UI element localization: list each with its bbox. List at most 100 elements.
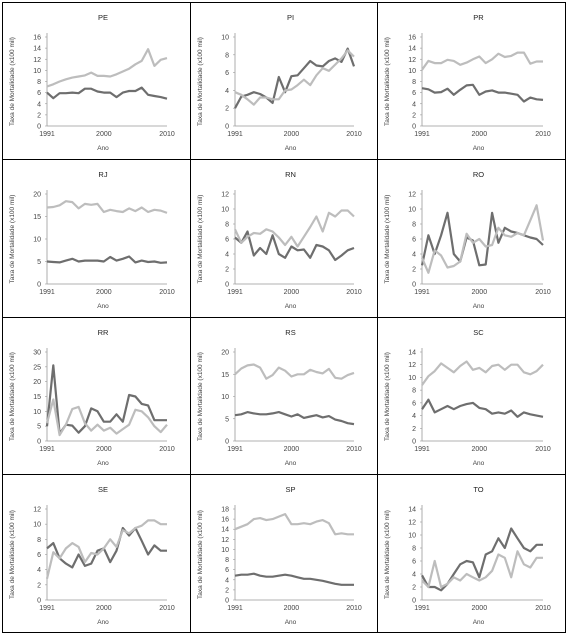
y-tick-label: 6: [412, 559, 416, 566]
y-tick-label: 4: [225, 88, 229, 95]
y-tick-label: 6: [225, 567, 229, 574]
chart-panel-pe: PE Taxa de Mortalidade (x100 mil) Ano 0 2 4 6 8…: [2, 2, 190, 159]
y-tick-label: 4: [225, 252, 229, 259]
y-tick-label: 0: [37, 598, 41, 605]
chart-svg: SP Taxa de Mortalidade (x100 mil) Ano 0 2 4 6 8…: [197, 485, 362, 626]
chart-svg: PR Taxa de Mortalidade (x100 mil) Ano 0 2 4 6 8…: [384, 13, 551, 152]
y-tick-label: 6: [412, 400, 416, 407]
y-axis-label: Taxa de Mortalidade (x100 mil): [9, 510, 16, 599]
y-tick-label: 8: [225, 52, 229, 59]
x-axis-label: Ano: [285, 460, 297, 467]
series-line-1: [234, 572, 354, 586]
x-tick-label: 2000: [96, 446, 112, 453]
y-tick-label: 12: [221, 192, 229, 199]
chart-title: RR: [98, 328, 109, 337]
y-tick-label: 6: [225, 237, 229, 244]
y-tick-label: 16: [33, 35, 41, 42]
chart-svg: RJ Taxa de Mortalidade (x100 mil) Ano 0 5 10 1…: [9, 170, 175, 310]
x-tick-label: 1991: [39, 289, 55, 296]
x-tick-label: 2000: [284, 289, 300, 296]
y-tick-label: 8: [37, 79, 41, 86]
y-tick-label: 6: [225, 70, 229, 77]
chart-svg: PE Taxa de Mortalidade (x100 mil) Ano 0 2 4 6 8…: [9, 13, 175, 152]
x-axis-label: Ano: [473, 145, 485, 152]
x-axis-label: Ano: [97, 303, 109, 310]
y-tick-label: 10: [33, 409, 41, 416]
y-tick-label: 5: [225, 416, 229, 423]
y-axis-label: Taxa de Mortalidade (x100 mil): [384, 352, 391, 441]
y-axis-label: Taxa de Mortalidade (x100 mil): [9, 352, 16, 441]
y-tick-label: 2: [225, 106, 229, 113]
series-line-1: [234, 47, 356, 109]
x-tick-label: 2010: [346, 446, 362, 453]
y-tick-label: 10: [221, 207, 229, 214]
y-tick-label: 8: [412, 546, 416, 553]
y-axis-label: Taxa de Mortalidade (x100 mil): [384, 510, 391, 599]
series-line-2: [421, 51, 543, 71]
y-tick-label: 4: [225, 577, 229, 584]
y-tick-label: 12: [33, 507, 41, 514]
chart-panel-pr: PR Taxa de Mortalidade (x100 mil) Ano 0 2 4 6 8…: [377, 2, 566, 159]
chart-title: SP: [285, 485, 295, 494]
y-tick-label: 4: [412, 101, 416, 108]
chart-title: TO: [473, 485, 483, 494]
y-tick-label: 14: [408, 46, 416, 53]
y-tick-label: 12: [221, 537, 229, 544]
x-tick-label: 1991: [414, 605, 430, 612]
y-tick-label: 6: [37, 90, 41, 97]
series-line-2: [234, 363, 355, 380]
series-line-1: [421, 527, 543, 592]
x-tick-label: 2000: [472, 605, 488, 612]
x-tick-label: 1991: [227, 446, 243, 453]
x-tick-label: 2010: [346, 131, 362, 138]
x-tick-label: 2010: [159, 131, 175, 138]
chart-svg: TO Taxa de Mortalidade (x100 mil) Ano 0 2 4 6 8…: [384, 485, 551, 626]
y-tick-label: 14: [221, 527, 229, 534]
chart-panel-sc: SC Taxa de Mortalidade (x100 mil) Ano 0 2 4 6 8…: [377, 317, 566, 474]
chart-panel-ro: RO Taxa de Mortalidade (x100 mil) Ano 0 2 4 6 8…: [377, 159, 566, 317]
y-tick-label: 10: [33, 68, 41, 75]
series-line-2: [234, 512, 354, 536]
chart-svg: SC Taxa de Mortalidade (x100 mil) Ano 0 2 4 6 8…: [384, 328, 551, 467]
y-tick-label: 0: [225, 598, 229, 605]
y-tick-label: 2: [225, 267, 229, 274]
y-tick-label: 16: [408, 35, 416, 42]
y-tick-label: 4: [412, 572, 416, 579]
y-tick-label: 0: [37, 282, 41, 289]
y-tick-label: 0: [412, 439, 416, 446]
y-tick-label: 0: [225, 124, 229, 131]
y-tick-label: 8: [225, 222, 229, 229]
x-axis-label: Ano: [285, 619, 297, 626]
y-tick-label: 12: [408, 57, 416, 64]
chart-panel-se: SE Taxa de Mortalidade (x100 mil) Ano 0 2 4 6 8…: [2, 474, 190, 633]
chart-panel-rn: RN Taxa de Mortalidade (x100 mil) Ano 0 2 4 6 8…: [190, 159, 377, 317]
series-line-2: [421, 360, 544, 386]
y-axis-label: Taxa de Mortalidade (x100 mil): [9, 37, 16, 126]
y-tick-label: 0: [225, 282, 229, 289]
chart-title: SE: [98, 485, 108, 494]
chart-panel-pi: PI Taxa de Mortalidade (x100 mil) Ano 0 2 4 6 8…: [190, 2, 377, 159]
y-tick-label: 8: [37, 537, 41, 544]
y-tick-label: 14: [408, 507, 416, 514]
chart-title: RJ: [98, 170, 107, 179]
chart-title: RS: [285, 328, 295, 337]
chart-title: RN: [285, 170, 296, 179]
y-tick-label: 2: [412, 112, 416, 119]
y-axis-label: Taxa de Mortalidade (x100 mil): [384, 195, 391, 284]
x-tick-label: 1991: [414, 131, 430, 138]
y-axis-label: Taxa de Mortalidade (x100 mil): [9, 195, 16, 284]
x-tick-label: 2000: [284, 605, 300, 612]
y-tick-label: 15: [33, 394, 41, 401]
chart-panel-rr: RR Taxa de Mortalidade (x100 mil) Ano 0 5 10 1…: [2, 317, 190, 474]
y-tick-label: 20: [33, 379, 41, 386]
y-tick-label: 10: [408, 207, 416, 214]
x-tick-label: 1991: [414, 289, 430, 296]
x-axis-label: Ano: [97, 145, 109, 152]
chart-title: PI: [287, 13, 294, 22]
y-tick-label: 20: [221, 350, 229, 357]
y-tick-label: 10: [33, 237, 41, 244]
y-axis-label: Taxa de Mortalidade (x100 mil): [197, 352, 204, 441]
series-line-1: [45, 364, 167, 435]
y-tick-label: 0: [412, 124, 416, 131]
x-tick-label: 2000: [472, 289, 488, 296]
